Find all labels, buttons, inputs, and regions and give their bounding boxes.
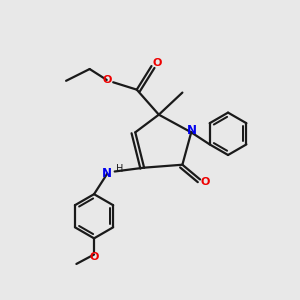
Text: N: N (102, 167, 112, 180)
Text: O: O (89, 252, 99, 262)
Text: O: O (201, 177, 210, 188)
Text: O: O (102, 75, 111, 85)
Text: O: O (153, 58, 162, 68)
Text: N: N (187, 124, 197, 137)
Text: H: H (116, 164, 123, 173)
